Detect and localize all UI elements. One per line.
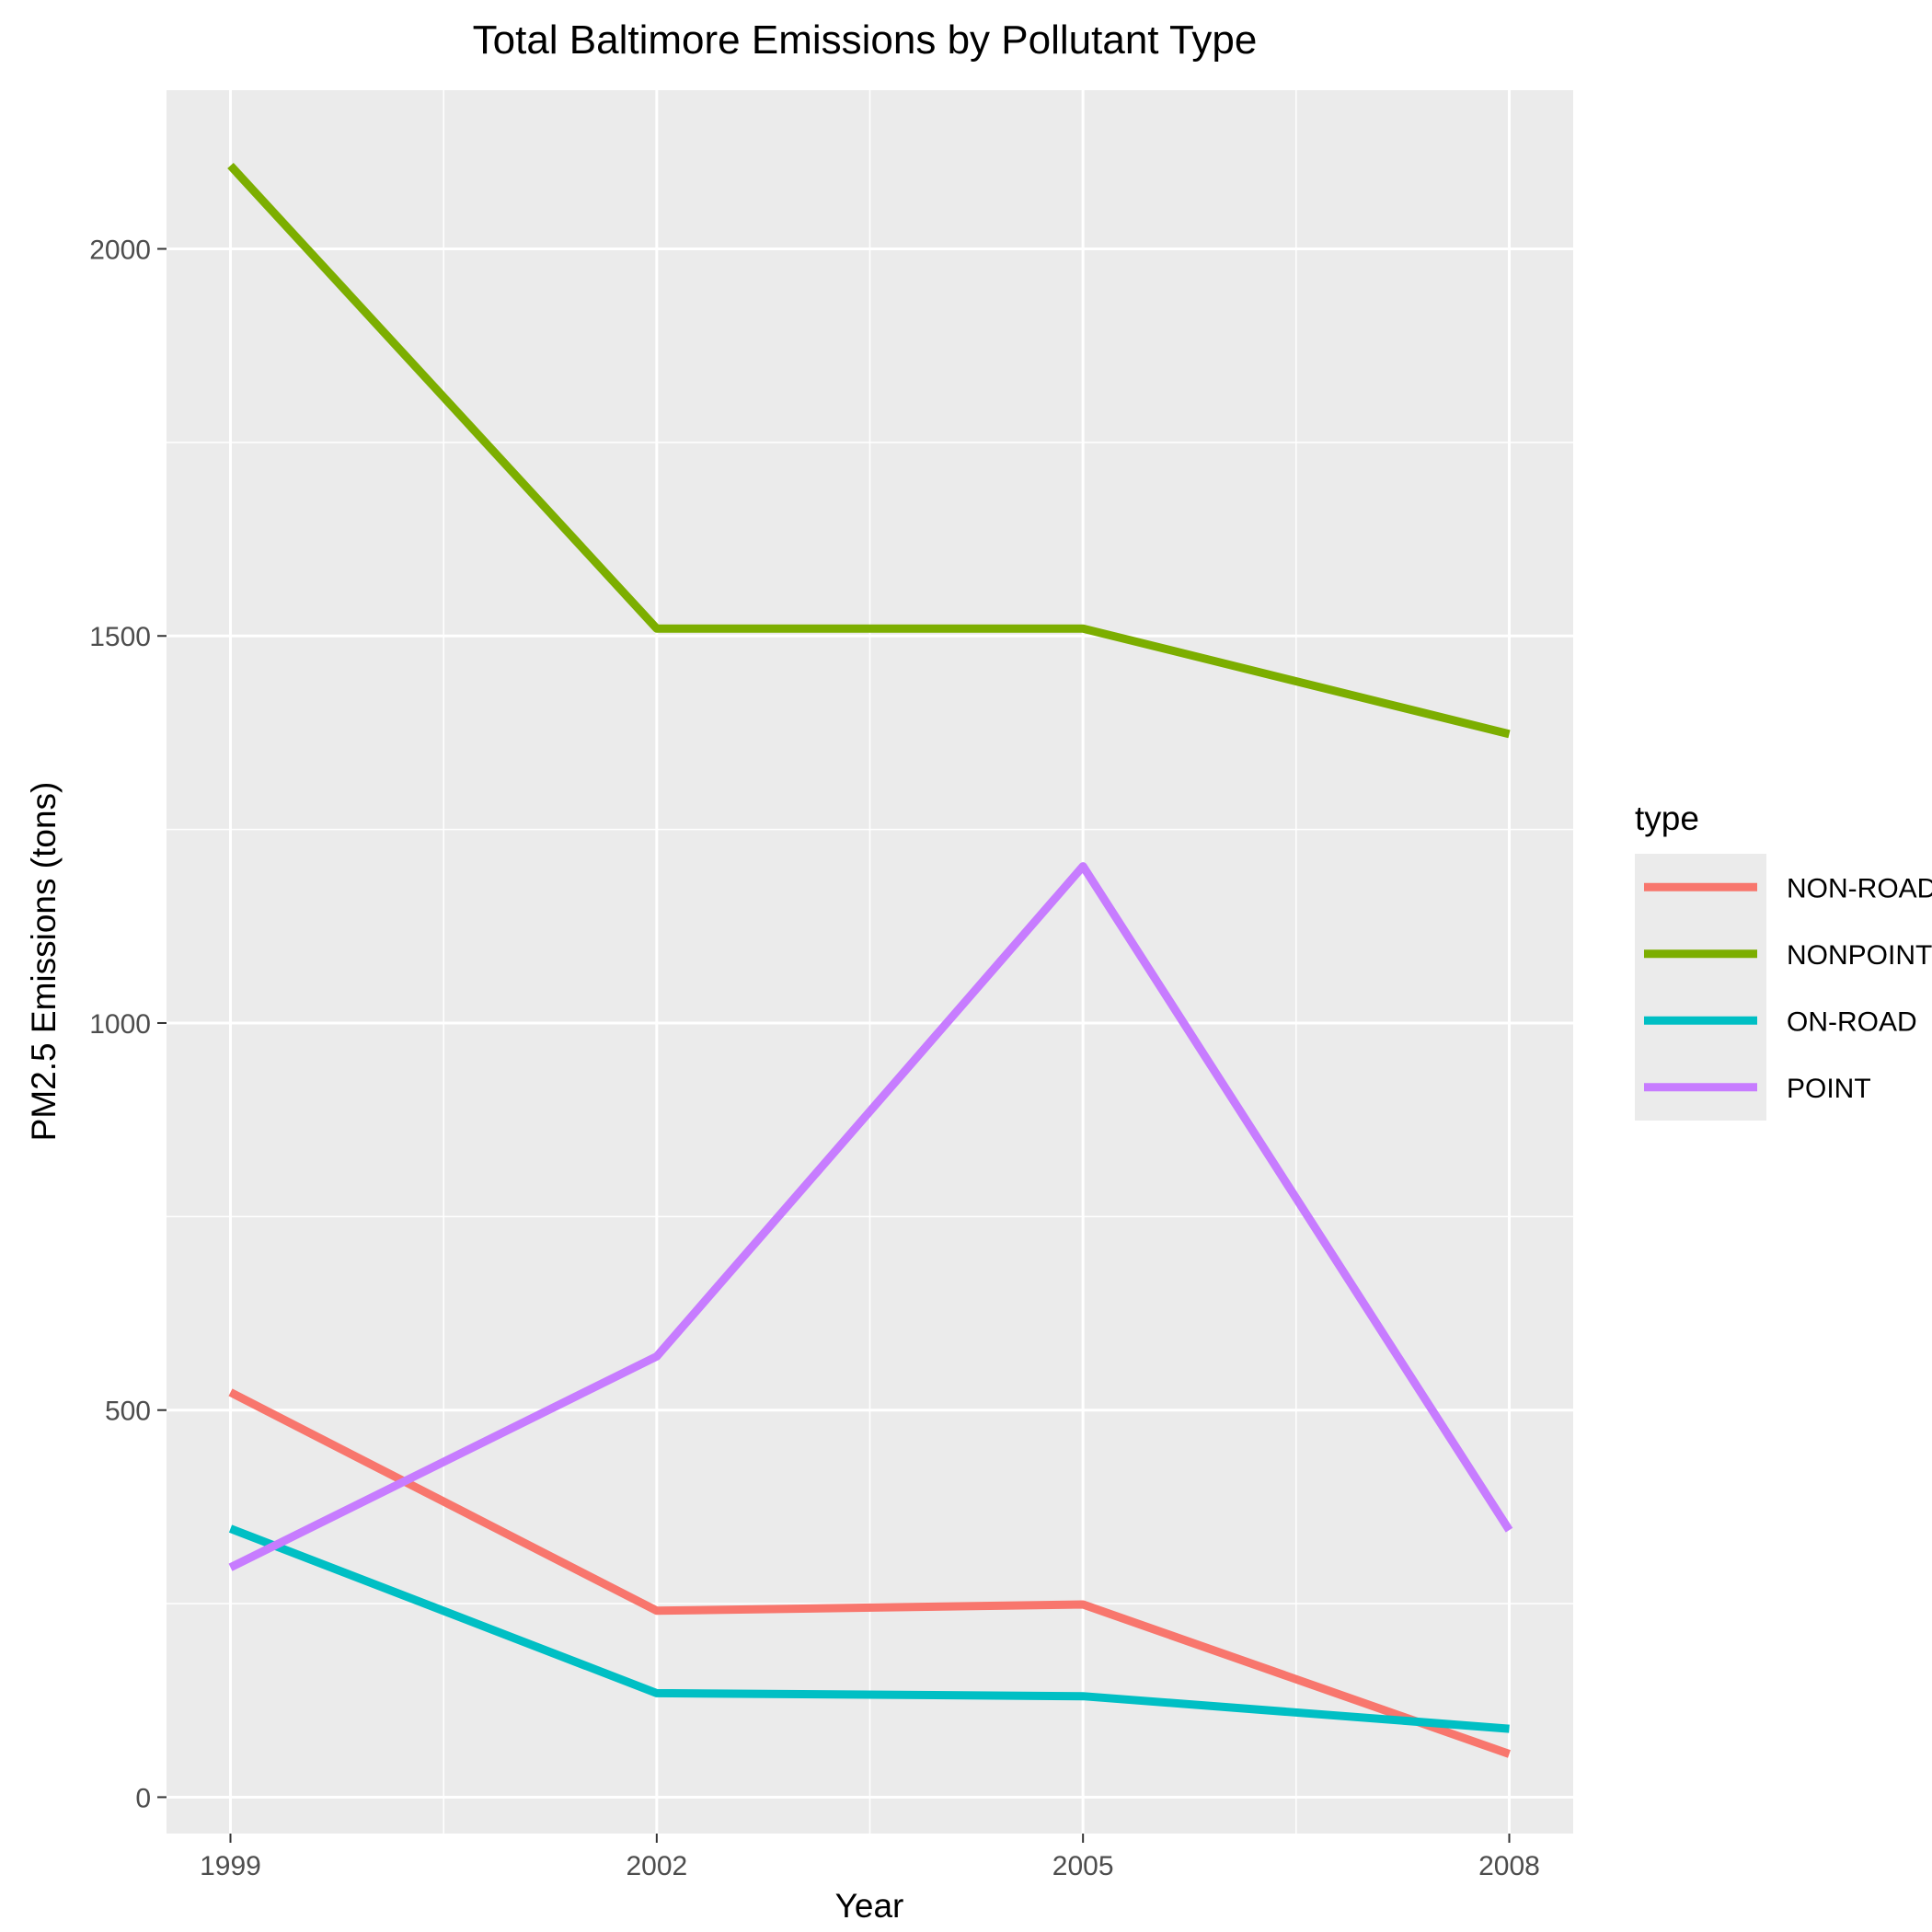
y-tick-label: 2000 xyxy=(89,236,151,266)
series-line-on-road xyxy=(228,1524,1510,1733)
y-tick-label: 0 xyxy=(135,1783,151,1813)
chart-title: Total Baltimore Emissions by Pollutant T… xyxy=(473,17,1258,63)
legend-label-point: POINT xyxy=(1787,1074,1871,1104)
legend-label-non-road: NON-ROAD xyxy=(1787,873,1932,903)
series-line-non-road xyxy=(228,1388,1511,1758)
series-line-nonpoint xyxy=(227,162,1511,739)
grid-major xyxy=(167,90,1573,1834)
series-lines xyxy=(227,162,1513,1758)
y-tick-label: 1000 xyxy=(89,1009,151,1040)
y-tick-label: 1500 xyxy=(89,622,151,652)
x-tick-label: 2002 xyxy=(626,1851,687,1881)
legend-label-on-road: ON-ROAD xyxy=(1787,1006,1917,1037)
legend-title: type xyxy=(1635,799,1699,837)
legend-key-background xyxy=(1635,854,1766,1121)
legend: type NON-ROAD NONPOINT ON-ROAD POINT xyxy=(1635,799,1932,1121)
grid-minor xyxy=(167,90,1573,1834)
legend-label-nonpoint: NONPOINT xyxy=(1787,940,1932,971)
x-tick-label: 2008 xyxy=(1478,1851,1540,1881)
y-tick-label: 500 xyxy=(105,1397,151,1427)
x-tick-label: 2005 xyxy=(1052,1851,1114,1881)
axis-ticks: 0 500 1000 1500 2000 1999 2002 2005 2008 xyxy=(89,236,1540,1881)
x-axis-title: Year xyxy=(835,1887,904,1925)
series-line-point xyxy=(228,862,1513,1571)
y-axis-title: PM2.5 Emissions (tons) xyxy=(25,782,63,1142)
x-tick-label: 1999 xyxy=(200,1851,261,1881)
